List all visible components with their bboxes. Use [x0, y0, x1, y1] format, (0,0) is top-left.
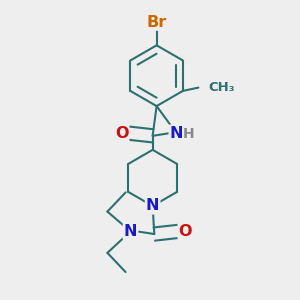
- Text: O: O: [115, 126, 128, 141]
- Text: N: N: [146, 199, 159, 214]
- Text: O: O: [178, 224, 192, 239]
- Text: H: H: [183, 128, 195, 142]
- Text: Br: Br: [146, 15, 167, 30]
- Text: CH₃: CH₃: [208, 81, 235, 94]
- Text: N: N: [170, 126, 183, 141]
- Text: N: N: [124, 224, 137, 239]
